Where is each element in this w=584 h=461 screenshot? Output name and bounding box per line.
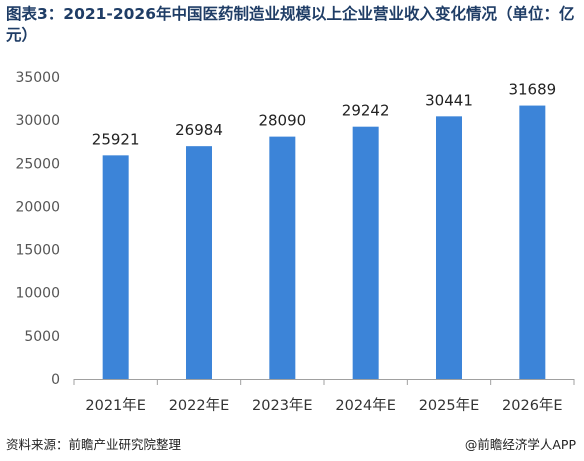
data-label: 29242 <box>342 102 390 120</box>
x-tick-label: 2021年E <box>85 397 146 414</box>
data-label: 30441 <box>425 91 473 109</box>
bar <box>436 116 462 380</box>
data-label: 26984 <box>175 121 223 139</box>
bars: 25921 26984 28090 29242 30441 31689 <box>92 81 556 380</box>
x-tick-label: 2022年E <box>169 397 230 414</box>
y-tick-label: 5000 <box>24 329 60 345</box>
data-label: 25921 <box>92 130 140 148</box>
y-axis: 0 5000 10000 15000 20000 25000 30000 35000 <box>15 70 60 388</box>
bar <box>102 155 129 379</box>
credit-note: @前瞻经济学人APP <box>464 437 576 452</box>
data-label: 31689 <box>508 81 556 99</box>
chart-title: 图表3：2021-2026年中国医药制造业规模以上企业营业收入变化情况（单位：亿… <box>6 5 575 44</box>
source-note: 资料来源：前瞻产业研究院整理 <box>6 437 182 452</box>
y-tick-label: 30000 <box>15 113 60 129</box>
x-tick-label: 2026年E <box>502 397 563 414</box>
y-tick-label: 15000 <box>15 243 60 259</box>
bar <box>352 126 379 379</box>
x-tick-label: 2025年E <box>419 397 480 414</box>
data-label: 28090 <box>258 112 306 130</box>
x-tick-label: 2024年E <box>335 397 396 414</box>
y-tick-label: 20000 <box>15 199 60 215</box>
bar <box>269 136 296 379</box>
bar <box>186 146 212 379</box>
y-tick-label: 0 <box>51 372 60 388</box>
y-tick-label: 25000 <box>15 156 60 172</box>
y-tick-label: 35000 <box>15 70 60 86</box>
x-axis: 2021年E 2022年E 2023年E 2024年E 2025年E 2026年E <box>73 379 575 414</box>
y-tick-label: 10000 <box>15 286 60 302</box>
x-tick-label: 2023年E <box>252 397 313 414</box>
bar <box>519 105 546 379</box>
